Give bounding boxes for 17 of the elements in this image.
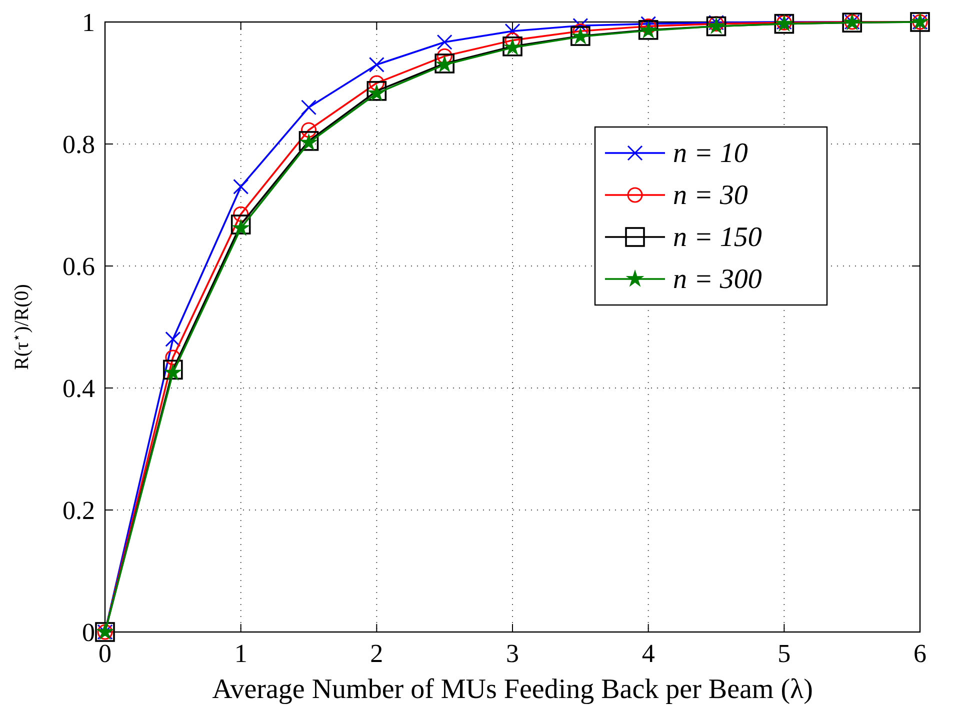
y-tick-label: 0.2: [62, 496, 95, 525]
y-tick-label: 0.8: [62, 130, 95, 159]
x-tick-label: 3: [506, 639, 519, 668]
x-tick-label: 2: [370, 639, 384, 668]
x-axis-title: Average Number of MUs Feeding Back per Beam (λ): [212, 674, 813, 705]
y-tick-label: 0.6: [62, 252, 95, 281]
legend-label: n = 10: [673, 138, 748, 169]
x-tick-label: 1: [234, 639, 248, 668]
x-tick-label: 6: [914, 639, 926, 668]
legend-label: n = 300: [673, 264, 762, 295]
y-tick-label: 1: [82, 8, 95, 37]
y-tick-label: 0: [82, 618, 95, 647]
legend-label: n = 150: [673, 222, 762, 253]
legend-label: n = 30: [673, 180, 748, 211]
y-tick-label: 0.4: [62, 374, 95, 403]
x-tick-label: 4: [642, 639, 655, 668]
x-tick-label: 5: [778, 639, 791, 668]
